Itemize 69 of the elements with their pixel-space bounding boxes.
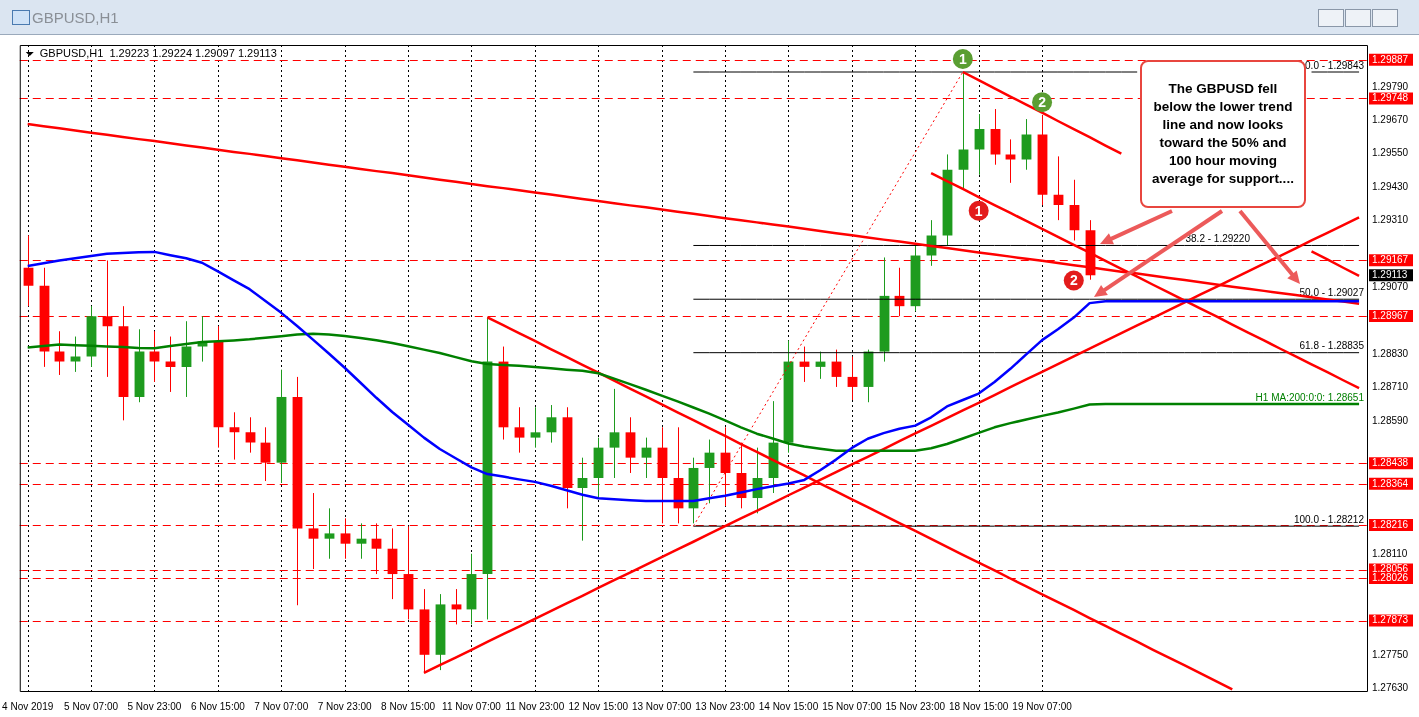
annotation: 1: [974, 202, 983, 219]
x-tick-label: 8 Nov 15:00: [381, 700, 436, 712]
candlestick: [641, 437, 652, 479]
ref-line-label: 1.27873: [1372, 614, 1409, 626]
candlestick: [1005, 138, 1016, 184]
candlestick: [149, 330, 160, 383]
x-tick-label: 7 Nov 23:00: [317, 700, 373, 712]
y-tick-label: 1.29670: [1372, 113, 1409, 125]
candlestick: [974, 113, 985, 176]
x-tick-label: 19 Nov 07:00: [1012, 700, 1073, 712]
y-tick-label: 1.28110: [1372, 548, 1408, 560]
x-tick-label: 6 Nov 15:00: [190, 700, 246, 712]
candlestick: [831, 349, 842, 388]
chart-title: GBPUSD,H1: [32, 9, 119, 26]
candlestick: [70, 336, 81, 373]
x-tick-label: 7 Nov 07:00: [254, 700, 309, 712]
series-label: H1 MA:200:0:0: 1.28651: [1255, 391, 1365, 403]
annotation: 1: [958, 50, 967, 67]
candlestick: [229, 411, 240, 461]
candlestick: [54, 330, 65, 376]
candlestick: [958, 71, 969, 191]
x-tick-label: 15 Nov 07:00: [822, 700, 883, 712]
y-tick-label: 1.27630: [1372, 681, 1409, 693]
candlestick: [530, 406, 541, 449]
candlestick: [847, 356, 858, 401]
ref-line-label: 1.28967: [1372, 309, 1409, 321]
y-tick-label: 1.29430: [1372, 180, 1409, 192]
x-tick-label: 14 Nov 15:00: [758, 700, 819, 712]
x-tick-label: 12 Nov 15:00: [568, 700, 629, 712]
ref-line-label: 1.28364: [1372, 477, 1409, 489]
candlestick: [514, 406, 525, 454]
y-tick-label: 1.29070: [1372, 281, 1409, 292]
y-tick-label: 1.29550: [1372, 147, 1409, 159]
text: 1.29113: [1372, 269, 1408, 281]
candlestick: [704, 439, 715, 504]
candlestick: [356, 522, 367, 560]
x-tick-label: 4 Nov 2019: [2, 700, 54, 712]
y-tick-label: 1.29790: [1372, 80, 1409, 92]
chart-subtitle: GBPUSD,H1 1.29223 1.29224 1.29097 1.29113: [39, 47, 277, 60]
candlestick: [324, 507, 335, 560]
candlestick: [577, 457, 588, 542]
ref-line-label: 1.29887: [1372, 53, 1409, 65]
candlestick: [181, 320, 192, 398]
x-tick-label: 13 Nov 07:00: [631, 700, 692, 712]
x-tick-label: 18 Nov 15:00: [948, 700, 1009, 712]
x-tick-label: 13 Nov 23:00: [695, 700, 756, 712]
x-tick-label: 15 Nov 23:00: [885, 700, 946, 712]
annotation: 2: [1069, 272, 1078, 289]
ref-line-label: 1.29748: [1372, 92, 1409, 104]
y-tick-label: 1.28710: [1372, 381, 1409, 393]
ref-line-label: 1.28438: [1372, 456, 1409, 468]
series-label: 61.8 - 1.28835: [1299, 340, 1365, 352]
x-tick-label: 11 Nov 07:00: [442, 700, 502, 712]
y-tick-label: 1.28590: [1372, 414, 1409, 426]
series-label: 100.0 - 1.28212: [1293, 513, 1365, 525]
x-tick-label: 5 Nov 07:00: [64, 700, 119, 712]
ref-line-label: 1.29167: [1372, 253, 1409, 265]
candlestick: [245, 416, 256, 454]
candlestick: [546, 404, 557, 444]
annotation: 2: [1038, 94, 1047, 111]
series-label: 0.0 - 1.29843: [1305, 59, 1365, 71]
candlestick: [609, 388, 620, 479]
y-tick-label: 1.28830: [1372, 347, 1409, 359]
y-tick-label: 1.27750: [1372, 648, 1409, 660]
y-tick-label: 1.29310: [1372, 214, 1409, 226]
ref-line-label: 1.28216: [1372, 518, 1409, 530]
x-tick-label: 11 Nov 23:00: [505, 700, 565, 712]
callout-box: The GBPUSD fell below the lower trend line and now looks toward the 50% and 100 hour moving average for support....: [1140, 60, 1306, 208]
x-tick-label: 5 Nov 23:00: [127, 700, 182, 712]
